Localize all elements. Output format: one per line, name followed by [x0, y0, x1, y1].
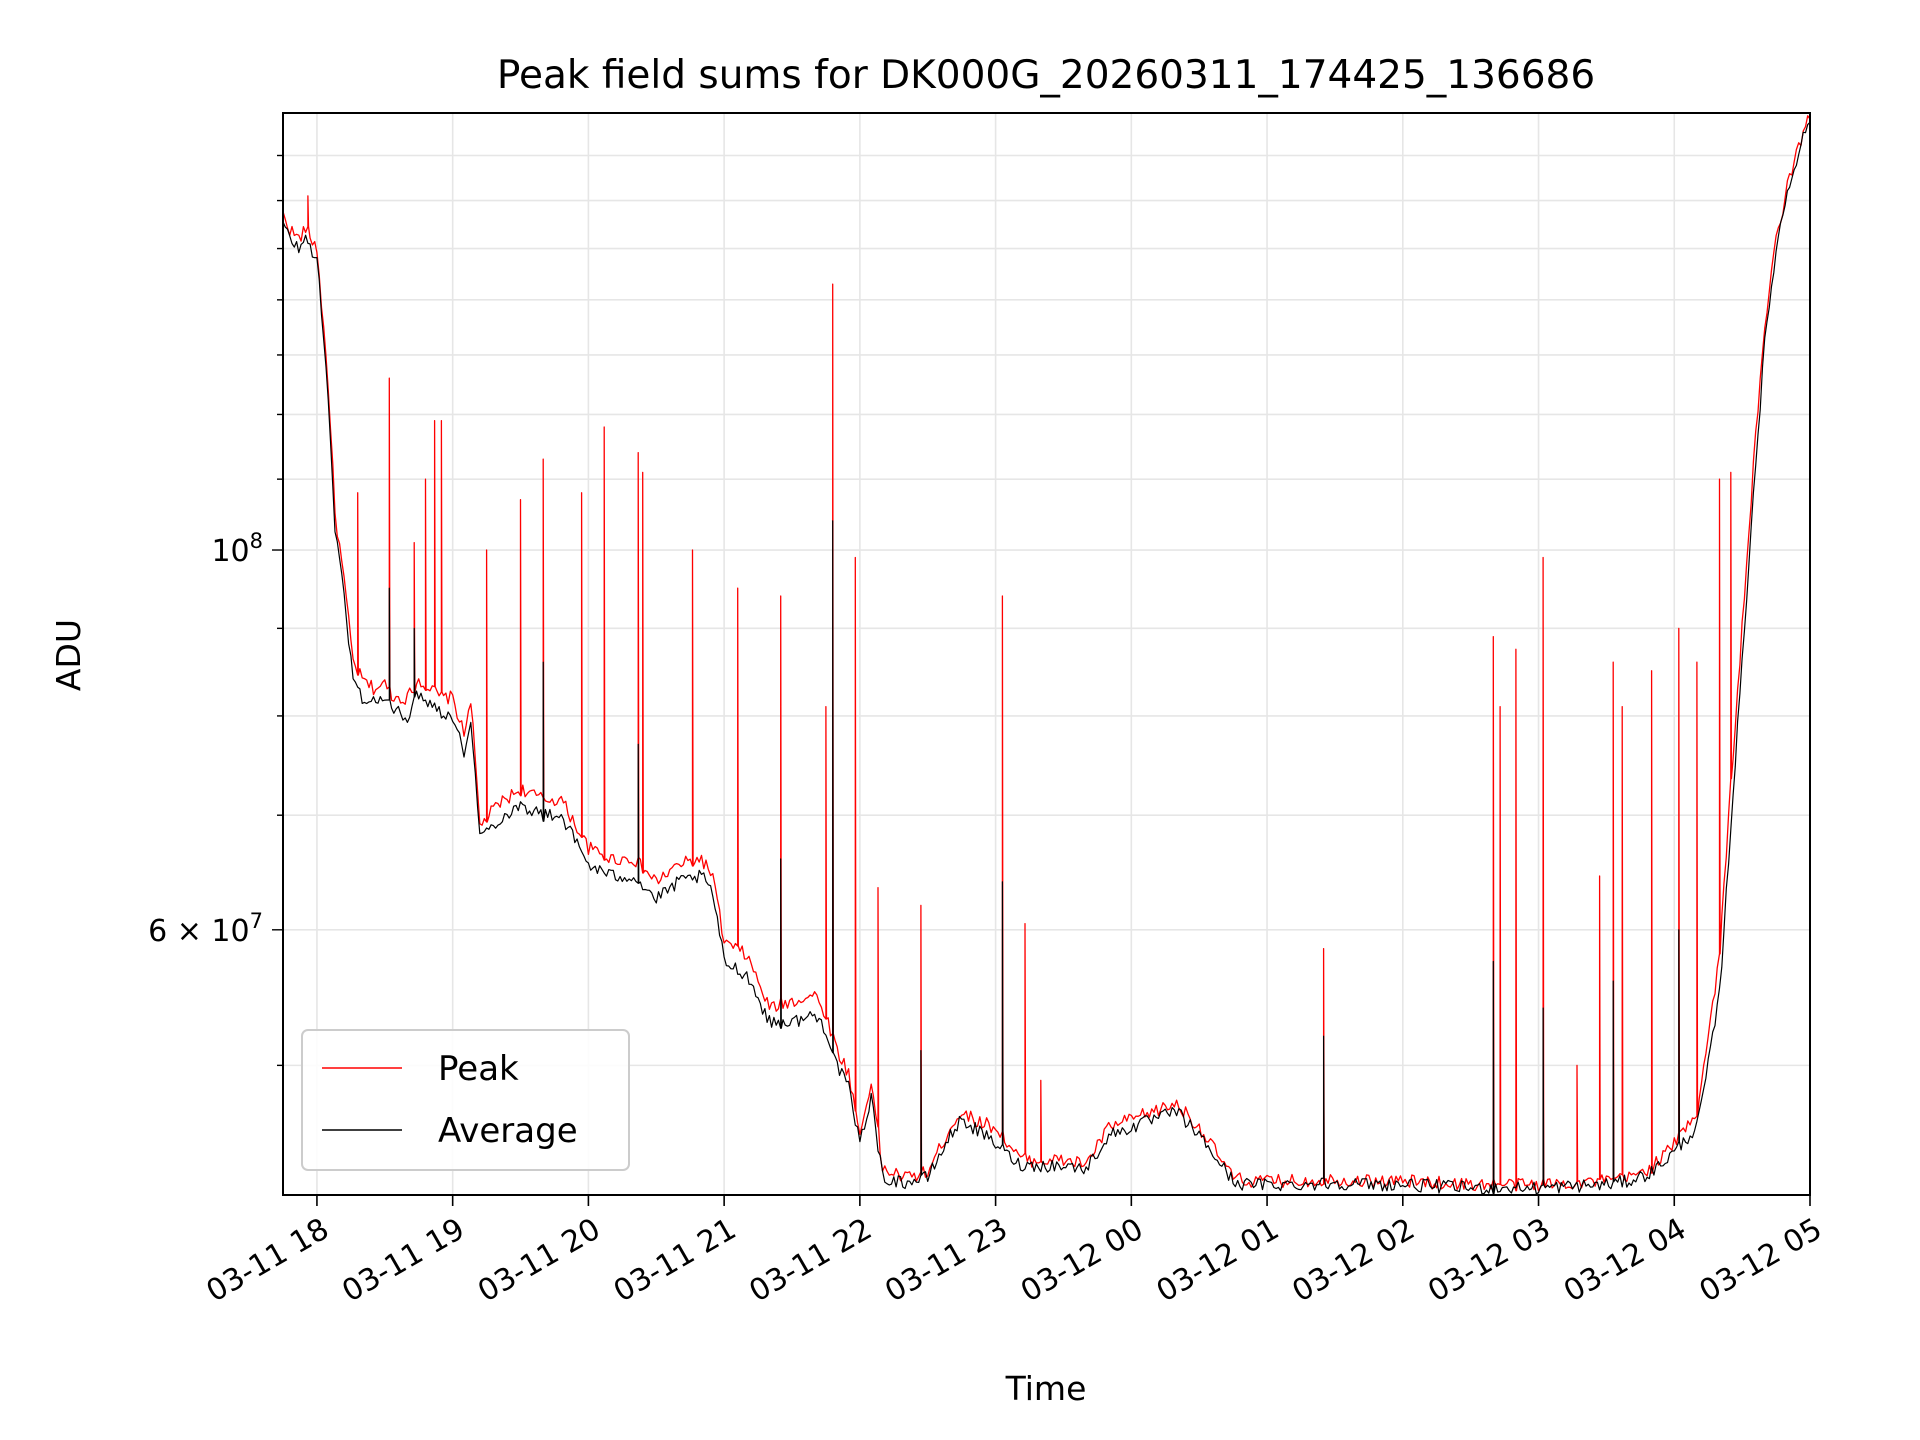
legend-average-label: Average: [438, 1111, 578, 1151]
x-tick-label: 03-12 00: [1015, 1212, 1149, 1310]
x-tick-label: 03-11 20: [472, 1212, 606, 1310]
x-tick-label: 03-11 19: [336, 1212, 470, 1310]
y-tick-label: 6 × 107: [148, 909, 263, 949]
legend-box: [301, 1029, 630, 1171]
x-tick-label: 03-12 05: [1694, 1212, 1828, 1310]
x-tick-label: 03-11 22: [744, 1212, 878, 1310]
x-tick-label: 03-11 18: [201, 1212, 335, 1310]
series-line-average: [282, 121, 1811, 1195]
series-layer: [282, 115, 1811, 1195]
x-tick-label: 03-12 01: [1151, 1212, 1285, 1310]
series-line-peak: [282, 115, 1811, 1192]
x-tick-label: 03-12 02: [1286, 1212, 1420, 1310]
legend: Peak Average: [301, 1029, 630, 1171]
y-tick-label: 108: [211, 529, 263, 569]
x-tick-label: 03-11 21: [608, 1212, 742, 1310]
x-tick-label: 03-12 04: [1558, 1212, 1692, 1310]
x-tick-label: 03-12 03: [1422, 1212, 1556, 1310]
x-tick-label: 03-11 23: [879, 1212, 1013, 1310]
y-axis-title: ADU: [49, 619, 88, 691]
legend-peak-label: Peak: [438, 1049, 519, 1089]
chart-title: Peak field sums for DK000G_20260311_1744…: [497, 53, 1595, 98]
x-axis-title: Time: [1005, 1369, 1087, 1408]
plot-frame: [282, 112, 1811, 1196]
